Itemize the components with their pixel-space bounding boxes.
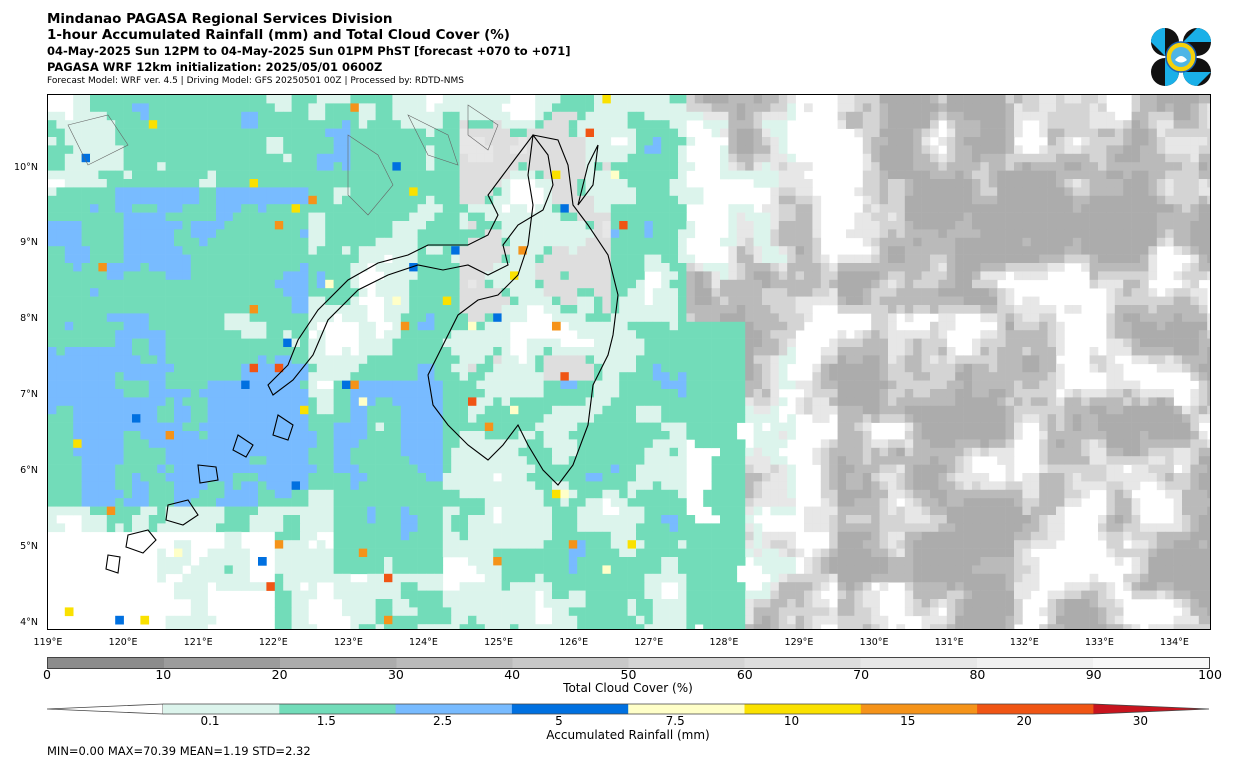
field-cells	[48, 95, 1210, 629]
valid-time: 04-May-2025 Sun 12PM to 04-May-2025 Sun …	[47, 44, 571, 58]
rainfall-tick: 10	[783, 714, 800, 728]
lon-label: 126°E	[559, 637, 589, 648]
lon-label: 128°E	[709, 637, 739, 648]
map-canvas	[48, 95, 1210, 629]
lon-label: 123°E	[333, 637, 363, 648]
cloud-cover-tick: 20	[271, 667, 288, 682]
rainfall-bin	[744, 704, 862, 714]
rainfall-bin	[279, 704, 397, 714]
map-subtitle: 1-hour Accumulated Rainfall (mm) and Tot…	[47, 27, 510, 43]
lon-label: 131°E	[934, 637, 964, 648]
lon-label: 129°E	[784, 637, 814, 648]
rainfall-bin	[628, 704, 745, 714]
rainfall-tick: 30	[1132, 714, 1149, 728]
rainfall-tick: 2.5	[433, 714, 453, 728]
lon-label: 124°E	[409, 637, 438, 648]
cloud-cover-tick: 70	[853, 667, 870, 682]
cloud-cover-tick: 30	[387, 667, 404, 682]
rainfall-tick: 7.5	[665, 714, 685, 728]
rainfall-bin	[163, 704, 280, 714]
cloud-cover-tick: 90	[1085, 667, 1102, 682]
cloud-cover-tick: 0	[43, 667, 51, 682]
lat-label: 9°N	[20, 237, 38, 248]
coastline-outlines	[67, 104, 619, 574]
model-info: Forecast Model: WRF ver. 4.5 | Driving M…	[47, 76, 464, 86]
rainfall-bin	[977, 704, 1094, 714]
rainfall-label: Accumulated Rainfall (mm)	[546, 728, 710, 742]
lat-label: 10°N	[14, 162, 38, 173]
rainfall-bin	[511, 704, 629, 714]
lon-label: 119°E	[33, 637, 63, 648]
lon-label: 134°E	[1160, 637, 1189, 648]
lat-label: 6°N	[20, 465, 38, 476]
init-time: PAGASA WRF 12km initialization: 2025/05/…	[47, 60, 383, 74]
rainfall-low-extend	[47, 703, 164, 715]
rainfall-tick: 20	[1016, 714, 1032, 728]
lon-label: 127°E	[634, 637, 664, 648]
cloud-cover-tick: 10	[155, 667, 172, 682]
cloud-cover-tick: 50	[620, 667, 637, 682]
rainfall-bin	[395, 704, 513, 714]
lon-label: 125°E	[484, 637, 514, 648]
rainfall-tick: 5	[555, 714, 563, 728]
lon-label: 121°E	[183, 637, 213, 648]
rainfall-tick: 15	[900, 714, 916, 728]
cloud-cover-tick: 80	[969, 667, 986, 682]
map-title: Mindanao PAGASA Regional Services Divisi…	[47, 11, 393, 27]
cloud-cover-tick: 100	[1198, 667, 1222, 682]
lon-label: 133°E	[1084, 637, 1114, 648]
cloud-cover-colorbar	[47, 657, 1210, 669]
rainfall-colorbar	[47, 703, 1210, 715]
pagasa-logo-icon	[1151, 28, 1211, 86]
lon-label: 132°E	[1009, 637, 1039, 648]
lon-label: 122°E	[258, 637, 288, 648]
rainfall-bin	[860, 704, 978, 714]
rainfall-cloud-map	[47, 94, 1211, 630]
lat-label: 5°N	[20, 541, 38, 552]
cloud-cover-label: Total Cloud Cover (%)	[563, 681, 693, 695]
lat-label: 7°N	[20, 389, 38, 400]
stats-summary: MIN=0.00 MAX=70.39 MEAN=1.19 STD=2.32	[47, 744, 311, 758]
lon-label: 120°E	[108, 637, 138, 648]
cloud-cover-tick: 60	[736, 667, 753, 682]
cloud-cover-tick: 40	[504, 667, 521, 682]
lat-label: 8°N	[20, 313, 38, 324]
rainfall-tick: 0.1	[200, 714, 220, 728]
lat-label: 4°N	[20, 617, 38, 628]
rainfall-tick: 1.5	[316, 714, 336, 728]
rainfall-high-extend	[1093, 704, 1209, 714]
lon-label: 130°E	[859, 637, 889, 648]
